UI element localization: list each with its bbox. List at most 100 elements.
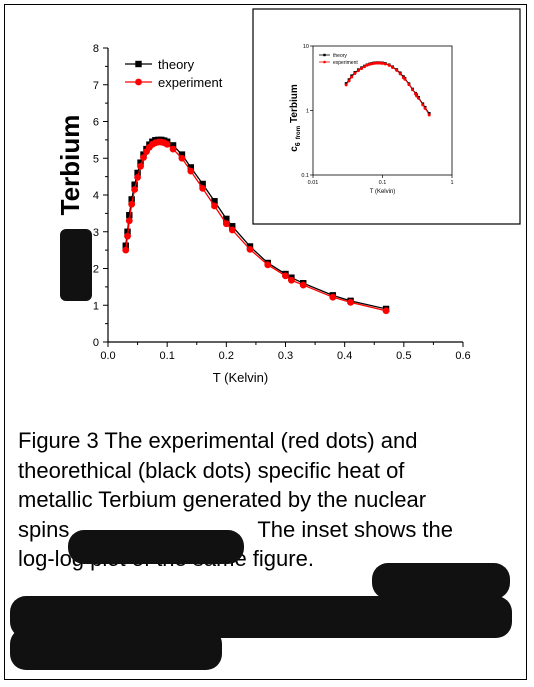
data-point-theory (187, 164, 195, 171)
inset-data-point-experiment (344, 83, 348, 87)
data-point-experiment (382, 307, 390, 315)
inset-data-point-theory (427, 112, 431, 115)
inset-x-tick-label: 0.01 (308, 180, 319, 186)
data-point-experiment (264, 261, 272, 269)
inset-data-point-experiment (423, 106, 427, 110)
data-point-experiment (131, 186, 139, 193)
inset-data-point-experiment (417, 96, 421, 100)
data-point-theory (169, 142, 177, 149)
inset-legend-marker-theory (323, 53, 326, 57)
inset-data-point-experiment (403, 77, 407, 81)
inset-y-axis-label: c6fromTerbium (289, 84, 302, 152)
data-point-theory (199, 180, 206, 188)
y-tick-label: 8 (93, 43, 99, 55)
inset-x-axis-label: T (Kelvin) (370, 189, 396, 195)
data-point-theory (229, 223, 236, 230)
data-point-experiment (137, 162, 144, 170)
data-point-experiment (246, 245, 254, 253)
inset-frame (252, 8, 521, 225)
data-point-theory (131, 181, 138, 188)
inset-data-point-experiment (410, 88, 414, 92)
legend-marker-theory (135, 60, 142, 68)
inset-data-point-experiment (353, 71, 357, 75)
inset-data-point-experiment (365, 63, 369, 67)
x-tick-label: 0.4 (337, 350, 352, 362)
inset-data-point-experiment (395, 68, 399, 72)
inset-y-tick-label: 0.1 (301, 173, 309, 179)
data-point-experiment (140, 154, 147, 161)
data-point-experiment (282, 272, 289, 280)
inset-x-tick-label: 0.1 (379, 180, 387, 186)
inset-data-point-experiment (383, 62, 387, 66)
caption-line-2: theorethical (black dots) specific heat … (18, 457, 405, 483)
x-tick-label: 0.6 (455, 350, 470, 362)
caption-line-4-end: The inset shows the (257, 516, 454, 542)
legend-marker-experiment (135, 78, 142, 86)
inset-data-point-experiment (387, 63, 391, 67)
data-point-experiment (125, 217, 133, 225)
data-point-experiment (178, 154, 186, 162)
x-tick-label: 0.1 (160, 350, 175, 362)
data-point-experiment (228, 226, 236, 234)
data-point-experiment (299, 281, 307, 289)
data-point-experiment (187, 167, 195, 175)
inset-legend-label-experiment: experiment (333, 60, 358, 66)
data-point-theory (134, 169, 141, 177)
x-tick-label: 0.2 (219, 350, 234, 362)
figure-frame (4, 4, 527, 680)
inset-data-point-experiment (421, 103, 425, 107)
redaction-box-2 (372, 563, 510, 599)
inset-data-point-experiment (350, 75, 354, 79)
inset-y-tick-label: 1 (306, 109, 309, 115)
data-point-theory (137, 159, 144, 166)
inset-legend-marker-experiment (323, 60, 326, 64)
inset-data-point-experiment (391, 65, 395, 69)
data-point-theory (223, 215, 230, 223)
caption-line-3: metallic Terbium generated by the nuclea… (18, 487, 427, 512)
y-tick-label: 2 (93, 264, 99, 276)
data-point-experiment (124, 232, 131, 240)
inset-data-point-experiment (381, 61, 384, 65)
data-point-experiment (211, 202, 218, 210)
data-point-experiment (199, 184, 207, 192)
redaction-box-4 (10, 628, 222, 670)
data-point-experiment (122, 246, 130, 254)
figure-canvas: 0 1 2 3 4 5 6 7 8 0.0 0.1 0.2 0.3 0.4 0.5 0.6 T (Kelvin)… (55, 8, 521, 385)
data-point-experiment (134, 173, 141, 181)
inset-data-point-experiment (362, 65, 366, 69)
x-tick-label: 0.5 (396, 350, 411, 362)
x-axis-label: T (Kelvin) (213, 370, 268, 385)
data-point-experiment (128, 200, 136, 208)
caption-line-4: spins The inset shows the (18, 515, 518, 545)
y-tick-label: 1 (93, 300, 99, 312)
y-tick-label: 6 (93, 117, 99, 129)
inset-data-point-experiment (415, 94, 419, 98)
y-tick-label: 3 (93, 227, 99, 239)
inset-y-tick-label: 10 (303, 44, 309, 50)
data-point-experiment (222, 220, 230, 228)
caption-line-4-start: spins (18, 516, 70, 542)
legend-label-theory: theory (158, 57, 195, 72)
legend-label-experiment: experiment (158, 75, 223, 90)
main-chart: 0 1 2 3 4 5 6 7 8 0.0 0.1 0.2 0.3 0.4 0.5 0.6 T (Kelvin)… (55, 43, 471, 385)
inset-data-point-experiment (407, 83, 411, 87)
data-point-theory (128, 196, 135, 203)
inset-data-point-experiment (398, 72, 402, 76)
inset-legend-label-theory: theory (333, 53, 347, 59)
inset-x-tick-label: 1 (450, 180, 453, 186)
y-tick-label: 0 (93, 337, 99, 349)
data-point-experiment (288, 276, 295, 284)
data-point-experiment (329, 293, 337, 301)
data-point-experiment (169, 145, 177, 153)
y-tick-label: 5 (93, 153, 99, 165)
data-point-theory (178, 151, 186, 158)
x-tick-label: 0.0 (100, 350, 115, 362)
redaction-box-y-axis (60, 229, 92, 301)
caption-line-1: Figure 3 The experimental (red dots) and (18, 428, 418, 453)
x-tick-label: 0.3 (278, 350, 293, 362)
data-point-experiment (163, 140, 171, 148)
data-point-theory (211, 198, 218, 205)
redaction-box-1 (68, 530, 244, 564)
y-axis-label: Terbium (55, 115, 85, 216)
